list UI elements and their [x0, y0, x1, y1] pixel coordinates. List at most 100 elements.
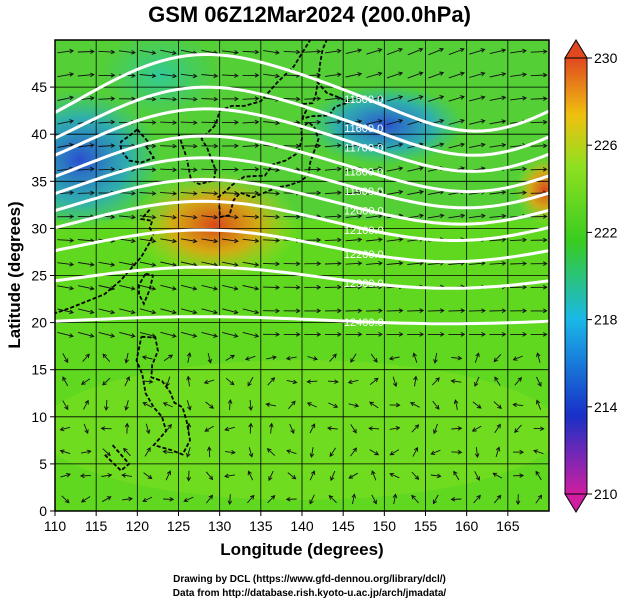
wind-arrow [242, 73, 260, 78]
wind-arrow [180, 214, 198, 220]
x-tick-label: 130 [208, 518, 232, 534]
wind-arrow [225, 354, 235, 361]
wind-arrow [324, 332, 342, 337]
wind-arrow [183, 496, 194, 503]
wind-arrow [493, 353, 502, 363]
wind-arrow [267, 495, 276, 504]
wind-arrow [489, 142, 507, 148]
wind-arrow [139, 284, 157, 291]
wind-arrow [180, 191, 198, 196]
wind-arrow [285, 355, 297, 361]
wind-arrow [205, 401, 215, 409]
wind-arrow [430, 449, 441, 455]
wind-arrow [263, 238, 281, 243]
wind-arrow [263, 120, 281, 126]
wind-arrow [324, 308, 342, 314]
wind-arrow [186, 400, 192, 411]
wind-arrow [472, 401, 482, 409]
wind-arrow [350, 353, 357, 363]
wind-arrow [306, 379, 318, 384]
wind-arrow [407, 189, 425, 196]
x-tick-label: 110 [44, 518, 67, 534]
wind-arrow [371, 470, 377, 481]
coastline [135, 335, 191, 456]
wind-arrow [224, 426, 235, 432]
wind-arrow [448, 95, 465, 102]
wind-arrow [427, 308, 445, 313]
wind-arrow [160, 120, 178, 125]
wind-arrow [451, 426, 463, 431]
wind-arrow [386, 189, 404, 195]
wind-arrow [242, 214, 260, 220]
wind-arrow [389, 425, 401, 431]
wind-arrow [139, 331, 157, 338]
coastline [138, 272, 155, 306]
wind-arrow [428, 95, 445, 102]
wind-arrow [222, 308, 239, 315]
wind-arrow [433, 423, 438, 435]
wind-arrow [324, 284, 342, 290]
wind-arrow [180, 73, 198, 79]
wind-arrow [186, 470, 192, 482]
wind-arrow [536, 376, 542, 387]
wind-arrow [510, 237, 528, 243]
wind-arrow [431, 377, 440, 386]
contour-line [55, 85, 549, 157]
wind-arrow [530, 214, 548, 219]
wind-arrow [98, 261, 116, 267]
credit-data-source: Data from http://database.rish.kyoto-u.a… [172, 588, 447, 599]
warm-region-east [515, 155, 549, 225]
wind-arrow [160, 191, 178, 196]
colorbar-max-arrow [564, 39, 588, 59]
wind-arrow [283, 214, 301, 220]
wind-arrow [162, 402, 173, 408]
wind-arrow [221, 143, 239, 149]
wind-arrow [242, 308, 260, 315]
wind-arrow [389, 402, 401, 408]
wind-arrow [139, 191, 157, 196]
y-tick-label: 35 [31, 173, 47, 189]
wind-arrow [119, 308, 136, 315]
wind-arrow [283, 143, 301, 149]
contour-label: 12100.0 [344, 225, 384, 237]
x-tick-label: 125 [167, 518, 191, 534]
x-axis: 110 115 120 125 130 135 140 145 150 155 160 165 [44, 511, 520, 534]
wind-arrow [493, 494, 502, 504]
wind-arrow [371, 494, 377, 505]
wind-arrow [242, 49, 260, 55]
wind-arrow [62, 353, 69, 364]
wind-arrow [451, 355, 463, 361]
wind-arrow [57, 238, 75, 243]
wind-arrow [227, 399, 233, 411]
wind-arrow [77, 262, 95, 267]
wind-arrow [160, 73, 178, 79]
wind-arrow [365, 308, 383, 313]
wind-arrow [494, 376, 501, 386]
wind-arrow [510, 261, 528, 266]
wind-arrow [186, 375, 191, 387]
wind-arrow [222, 284, 239, 291]
wind-arrow [263, 73, 281, 79]
wind-arrow [448, 213, 466, 219]
wind-arrow [489, 237, 507, 243]
y-tick-label: 20 [31, 315, 47, 331]
wind-arrow [411, 494, 419, 504]
wind-arrow [324, 166, 342, 172]
wind-arrow [309, 470, 316, 481]
wind-arrow [304, 119, 322, 125]
colorbar: 210 214 218 222 226 230 [564, 39, 618, 513]
wind-arrow [221, 191, 239, 196]
wind-arrow [263, 332, 281, 337]
wind-arrow [448, 332, 466, 337]
wind-arrow [427, 332, 445, 337]
wind-arrow [510, 48, 527, 54]
wind-arrow [142, 496, 153, 503]
wind-arrow [386, 71, 404, 79]
wind-arrow [448, 308, 466, 313]
contour-label: 11800.0 [344, 167, 383, 179]
wind-arrow [102, 377, 111, 386]
wind-arrow [365, 332, 383, 337]
wind-arrow [119, 238, 136, 244]
wind-arrow [244, 355, 256, 361]
wind-arrow [57, 119, 75, 125]
